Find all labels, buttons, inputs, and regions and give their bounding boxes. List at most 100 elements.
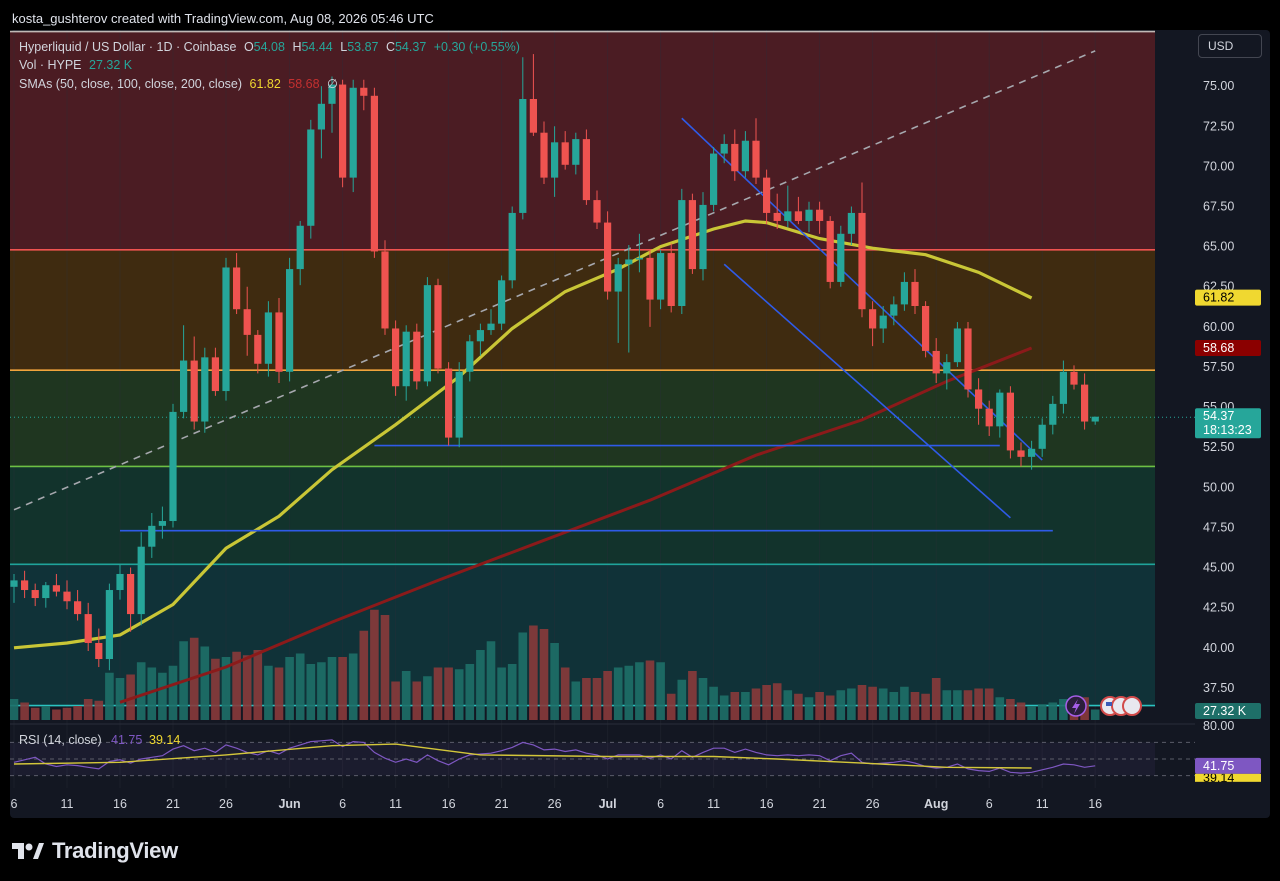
volume-bar bbox=[677, 679, 687, 720]
x-tick-label: 6 bbox=[339, 797, 346, 811]
volume-bar bbox=[719, 695, 729, 720]
x-tick-label: 11 bbox=[389, 797, 402, 811]
volume-bar bbox=[348, 653, 358, 720]
candle-body bbox=[593, 200, 601, 223]
us-flag-event-icon[interactable] bbox=[1122, 696, 1142, 716]
x-tick-label: 16 bbox=[113, 797, 127, 811]
volume-bar bbox=[931, 678, 941, 720]
candle-body bbox=[710, 153, 718, 205]
candle-body bbox=[1091, 416, 1099, 422]
volume-bar bbox=[497, 667, 506, 720]
volume-bar bbox=[794, 693, 803, 720]
price-tag-bg bbox=[1195, 289, 1261, 306]
volume-bar bbox=[582, 678, 591, 720]
volume-bar bbox=[285, 657, 294, 720]
volume-bar bbox=[232, 651, 241, 720]
candle-body bbox=[169, 411, 177, 522]
rsi-layer: RSI (14, close) 41.75 39.14 bbox=[10, 723, 1195, 777]
y-tick-label: 50.00 bbox=[1203, 480, 1234, 494]
candle-body bbox=[805, 209, 813, 221]
candle-body bbox=[233, 267, 241, 310]
x-tick-label: 6 bbox=[986, 797, 993, 811]
x-tick-label: 16 bbox=[1088, 797, 1102, 811]
close-value: 54.37 bbox=[394, 40, 427, 54]
rsi-tag-label: 41.75 bbox=[1203, 759, 1234, 773]
x-tick-label: Jul bbox=[599, 797, 617, 811]
sma-layer bbox=[13, 219, 1033, 704]
fib-zone bbox=[10, 31, 1155, 250]
candle-body bbox=[1006, 392, 1014, 451]
candle-body bbox=[339, 84, 347, 178]
sma-legend: SMAs (50, close, 100, close, 200, close)… bbox=[19, 76, 342, 91]
candle-body bbox=[307, 129, 315, 226]
rsi-ma-value-label: 39.14 bbox=[149, 733, 180, 747]
price-tag-bg bbox=[1195, 340, 1261, 357]
candle-body bbox=[731, 143, 739, 172]
volume-bar bbox=[327, 657, 337, 720]
volume-bar bbox=[264, 665, 273, 720]
volume-bar bbox=[423, 676, 432, 720]
candle-body bbox=[657, 253, 665, 300]
candle-body bbox=[508, 212, 516, 281]
volume-bar bbox=[539, 629, 549, 720]
candle-body bbox=[678, 200, 686, 306]
candle-body bbox=[137, 546, 145, 615]
rsi-label: RSI (14, close) bbox=[19, 733, 102, 747]
volume-bar bbox=[274, 667, 284, 720]
candle-body bbox=[869, 309, 877, 329]
candle-body bbox=[688, 200, 696, 270]
volume-bar bbox=[878, 688, 888, 720]
tradingview-logo[interactable]: TradingView bbox=[12, 838, 178, 864]
volume-bar bbox=[391, 681, 400, 720]
volume-bar bbox=[868, 686, 877, 720]
volume-tag-bg bbox=[1195, 703, 1261, 719]
candle-body bbox=[476, 330, 484, 342]
sma50-line bbox=[13, 219, 1033, 650]
fib-zone bbox=[10, 466, 1155, 565]
candle-body bbox=[180, 360, 188, 412]
rsi-tag-bg bbox=[1195, 757, 1261, 774]
candle-body bbox=[582, 139, 590, 201]
volume-bar bbox=[635, 662, 644, 720]
y-tick-label: 45.00 bbox=[1203, 561, 1234, 575]
y-tick-label: 65.00 bbox=[1203, 240, 1234, 254]
trend-line bbox=[13, 50, 1096, 511]
volume-bar bbox=[942, 690, 952, 720]
candle-body bbox=[264, 312, 272, 364]
candle-body bbox=[42, 585, 50, 599]
volume-bar bbox=[200, 646, 210, 720]
volume-bar bbox=[613, 667, 623, 720]
candle-body bbox=[985, 408, 993, 427]
rsi-ma-tag-label: 39.14 bbox=[1203, 771, 1234, 785]
volume-bar bbox=[94, 700, 104, 720]
volume-bar bbox=[772, 683, 782, 720]
candle-body bbox=[996, 392, 1004, 427]
candle-body bbox=[201, 357, 209, 422]
y-axis: 77.5075.0072.5070.0067.5065.0062.5060.00… bbox=[1203, 39, 1234, 733]
volume-bar bbox=[380, 615, 390, 720]
candle-body bbox=[445, 368, 453, 438]
price-tag-label: 54.37 bbox=[1203, 409, 1234, 423]
volume-bar bbox=[984, 688, 994, 720]
volume-bar bbox=[486, 641, 496, 720]
candle-body bbox=[879, 315, 887, 329]
x-tick-label: 21 bbox=[495, 797, 509, 811]
volume-bar bbox=[20, 702, 29, 720]
currency-button[interactable]: USD bbox=[1198, 34, 1262, 58]
volume-bar bbox=[603, 671, 612, 720]
candle-body bbox=[943, 362, 951, 374]
sma-label: SMAs (50, close, 100, close, 200, close) bbox=[19, 77, 243, 91]
open-label: O bbox=[243, 40, 254, 54]
candle-body bbox=[847, 212, 855, 234]
tradingview-wordmark: TradingView bbox=[52, 838, 178, 863]
sma200-value: ∅ bbox=[327, 77, 338, 91]
candle-body bbox=[837, 233, 845, 282]
candle-body bbox=[667, 253, 675, 306]
candle-body bbox=[975, 389, 983, 409]
candle-body bbox=[900, 281, 908, 305]
low-label: L bbox=[340, 40, 348, 54]
volume-bar bbox=[1037, 704, 1047, 720]
rsi-ma-tag-bg bbox=[1195, 773, 1261, 782]
